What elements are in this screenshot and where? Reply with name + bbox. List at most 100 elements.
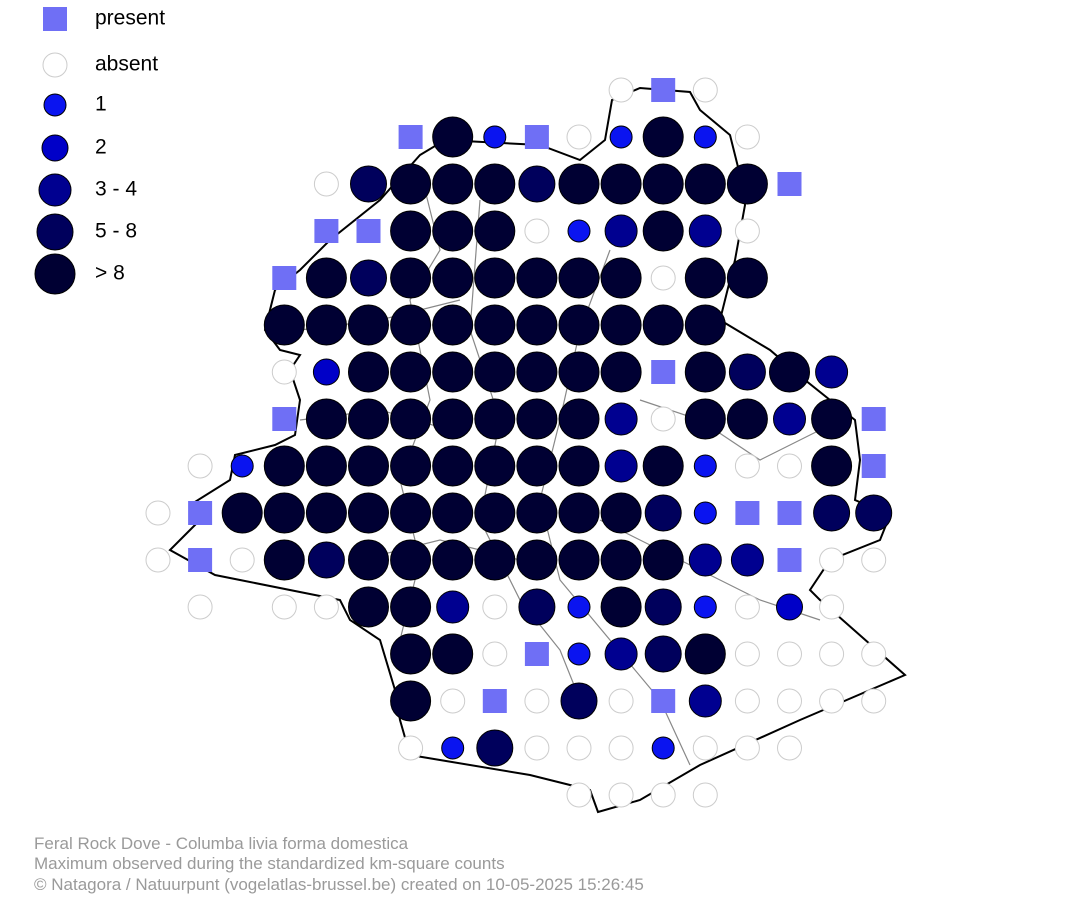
count-symbol bbox=[811, 398, 853, 440]
count-symbol bbox=[600, 586, 642, 628]
count-symbol bbox=[432, 351, 474, 393]
present-symbol bbox=[861, 454, 886, 478]
count-symbol bbox=[221, 492, 263, 534]
count-symbol bbox=[516, 304, 558, 346]
count-symbol bbox=[187, 594, 213, 620]
count-symbol bbox=[819, 688, 845, 714]
count-symbol bbox=[474, 445, 516, 487]
count-symbol bbox=[558, 398, 600, 440]
count-symbol bbox=[811, 445, 853, 487]
count-symbol bbox=[734, 218, 760, 244]
count-symbol bbox=[305, 492, 347, 534]
count-symbol bbox=[644, 588, 682, 626]
count-symbol bbox=[432, 304, 474, 346]
count-symbol bbox=[777, 641, 802, 667]
count-symbol bbox=[600, 351, 642, 393]
count-symbol bbox=[307, 541, 345, 579]
present-symbol bbox=[777, 501, 802, 525]
count-symbol bbox=[819, 641, 845, 667]
count-symbol bbox=[558, 445, 600, 487]
count-symbol bbox=[600, 539, 642, 581]
count-symbol bbox=[642, 304, 684, 346]
count-symbol bbox=[34, 253, 76, 295]
count-symbol bbox=[263, 304, 305, 346]
count-symbol bbox=[41, 134, 69, 162]
count-symbol bbox=[305, 304, 347, 346]
count-symbol bbox=[567, 642, 591, 666]
count-symbol bbox=[693, 454, 717, 478]
count-symbol bbox=[693, 125, 717, 149]
count-symbol bbox=[558, 539, 600, 581]
count-symbol bbox=[566, 124, 592, 150]
count-symbol bbox=[692, 782, 718, 808]
legend-label: present bbox=[95, 7, 165, 30]
count-symbol bbox=[476, 729, 514, 767]
count-symbol bbox=[38, 173, 72, 207]
count-symbol bbox=[560, 682, 598, 720]
count-symbol bbox=[773, 402, 806, 436]
present-symbol bbox=[777, 172, 802, 196]
count-symbol bbox=[604, 449, 638, 483]
count-symbol bbox=[483, 125, 507, 149]
count-symbol bbox=[474, 163, 516, 205]
count-symbol bbox=[693, 595, 717, 619]
count-symbol bbox=[819, 547, 845, 573]
count-symbol bbox=[390, 539, 432, 581]
count-symbol bbox=[734, 735, 760, 761]
count-symbol bbox=[390, 445, 432, 487]
present-symbol bbox=[735, 501, 760, 525]
count-symbol bbox=[305, 257, 347, 299]
count-symbol bbox=[642, 116, 684, 158]
count-symbol bbox=[684, 163, 726, 205]
count-symbol bbox=[390, 492, 432, 534]
present-symbol bbox=[651, 360, 676, 384]
legend-label: 5 - 8 bbox=[95, 220, 137, 243]
count-symbol bbox=[432, 492, 474, 534]
count-symbol bbox=[608, 735, 634, 761]
count-symbol bbox=[474, 210, 516, 252]
count-symbol bbox=[650, 265, 676, 291]
count-symbol bbox=[390, 633, 432, 675]
count-symbol bbox=[777, 688, 802, 714]
count-symbol bbox=[432, 539, 474, 581]
count-symbol bbox=[390, 351, 432, 393]
count-symbol bbox=[604, 637, 638, 671]
count-symbol bbox=[474, 492, 516, 534]
count-symbol bbox=[608, 688, 634, 714]
count-symbol bbox=[482, 594, 508, 620]
count-symbol bbox=[187, 453, 213, 479]
count-symbol bbox=[482, 641, 508, 667]
legend-label: 3 - 4 bbox=[95, 178, 137, 201]
footer-line: Feral Rock Dove - Columba livia forma do… bbox=[34, 834, 409, 853]
footer-line: Maximum observed during the standardized… bbox=[34, 854, 505, 873]
count-symbol bbox=[644, 494, 682, 532]
count-symbol bbox=[692, 77, 718, 103]
count-symbol bbox=[432, 116, 474, 158]
count-symbol bbox=[390, 586, 432, 628]
count-symbol bbox=[348, 539, 389, 581]
count-symbol bbox=[43, 93, 67, 117]
count-symbol bbox=[524, 218, 550, 244]
count-symbol bbox=[642, 539, 684, 581]
count-symbol bbox=[861, 688, 887, 714]
count-symbol bbox=[312, 358, 340, 386]
count-symbol bbox=[819, 594, 845, 620]
count-symbol bbox=[516, 445, 558, 487]
count-symbol bbox=[730, 543, 764, 577]
count-symbol bbox=[305, 398, 347, 440]
count-symbol bbox=[566, 735, 592, 761]
count-symbol bbox=[815, 355, 849, 389]
count-symbol bbox=[398, 735, 424, 761]
count-symbol bbox=[390, 163, 432, 205]
count-symbol bbox=[432, 257, 474, 299]
count-symbol bbox=[777, 453, 802, 479]
count-symbol bbox=[348, 492, 389, 534]
count-symbol bbox=[350, 259, 387, 297]
count-symbol bbox=[600, 304, 642, 346]
present-symbol bbox=[524, 125, 549, 149]
present-symbol bbox=[272, 407, 297, 431]
count-symbol bbox=[390, 210, 432, 252]
count-symbol bbox=[390, 304, 432, 346]
legend: present absent 1 2 3 - 4 5 - 8 > 8 bbox=[34, 7, 165, 295]
